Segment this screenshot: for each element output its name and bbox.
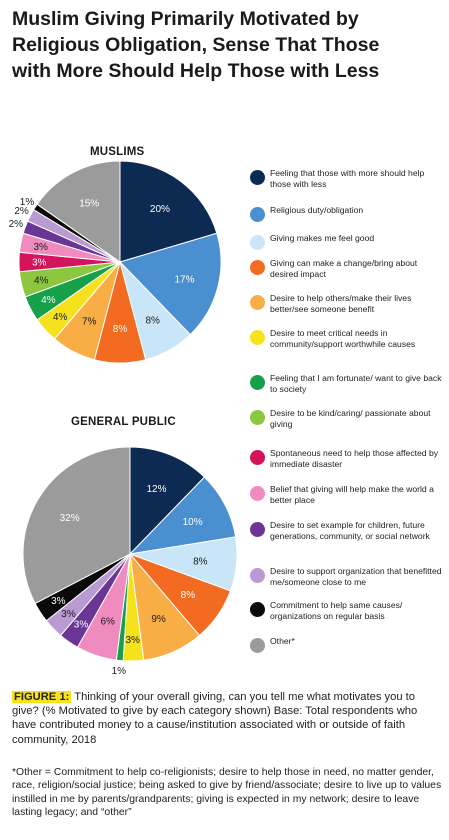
figure-caption-text: Thinking of your overall giving, can you… (12, 691, 418, 746)
legend-label: Desire to meet critical needs in communi… (270, 328, 416, 349)
public-slice-label-12: 3% (61, 609, 76, 620)
muslims-slice-label-7: 4% (41, 295, 56, 306)
legend-label: Desire to be kind/caring/ passionate abo… (270, 408, 431, 429)
public-slice-label-13: 3% (51, 596, 66, 607)
page-title: Muslim Giving Primarily Motivated by Rel… (12, 6, 440, 84)
muslims-slice-label-8: 4% (34, 276, 49, 287)
general-public-chart-title: GENERAL PUBLIC (71, 416, 176, 428)
muslims-slice-label-11: 2% (9, 219, 24, 230)
muslims-slice-label-3: 8% (145, 316, 160, 327)
muslims-slice-label-5: 7% (82, 317, 97, 328)
legend-swatch (250, 410, 265, 425)
title-line-2: Religious Obligation, Sense That Those (12, 34, 380, 56)
legend-swatch (250, 260, 265, 275)
legend-label: Feeling that I am fortunate/ want to giv… (270, 373, 442, 394)
public-slice-label-6: 3% (125, 635, 140, 646)
legend-swatch (250, 375, 265, 390)
legend-swatch (250, 170, 265, 185)
legend-swatch (250, 602, 265, 617)
legend-label: Commitment to help same causes/ organiza… (270, 600, 403, 621)
public-slice-label-4: 8% (181, 590, 196, 601)
legend-label: Belief that giving will help make the wo… (270, 484, 434, 505)
muslims-slice-label-10: 3% (33, 242, 48, 253)
public-slice-label-5: 9% (151, 614, 166, 625)
legend-label: Desire to support organization that bene… (270, 566, 442, 587)
public-slice-label-1: 12% (146, 484, 166, 495)
muslims-slice-label-9: 3% (32, 258, 47, 269)
muslims-slice-1 (119, 160, 218, 263)
legend-swatch (250, 638, 265, 653)
legend-label: Feeling that those with more should help… (270, 168, 425, 189)
figure-label: FIGURE 1: (12, 691, 72, 703)
muslims-slice-label-4: 8% (113, 324, 128, 335)
legend-label: Desire to help others/make their lives b… (270, 293, 412, 314)
title-line-3: with More Should Help Those with Less (12, 60, 380, 82)
muslims-slice-label-6: 4% (53, 312, 68, 323)
public-slice-label-2: 10% (183, 517, 203, 528)
muslims-chart-title: MUSLIMS (90, 146, 145, 158)
footnote: *Other = Commitment to help co-religioni… (12, 767, 442, 819)
figure-caption: FIGURE 1: Thinking of your overall givin… (12, 690, 440, 747)
public-slice-label-7: 1% (112, 666, 127, 677)
public-slice-label-11: 3% (74, 620, 89, 631)
public-slice-label-14: 32% (60, 513, 80, 524)
muslims-slice-14 (36, 160, 121, 263)
legend-label: Giving can make a change/bring about des… (270, 258, 418, 279)
legend-label: Desire to set example for children, futu… (270, 520, 430, 541)
muslims-slice-label-13: 1% (20, 197, 35, 208)
legend-label: Spontaneous need to help those affected … (270, 448, 439, 469)
legend-swatch (250, 450, 265, 465)
legend-swatch (250, 486, 265, 501)
public-slice-1 (129, 446, 206, 556)
public-slice-label-10: 6% (100, 617, 115, 628)
legend-swatch (250, 568, 265, 583)
legend-label: Other* (270, 636, 295, 646)
legend-swatch (250, 235, 265, 250)
title-line-1: Muslim Giving Primarily Motivated by (12, 8, 359, 30)
legend-label: Religious duty/obligation (270, 205, 364, 215)
legend-swatch (250, 330, 265, 345)
legend-swatch (250, 207, 265, 222)
muslims-slice-2 (119, 232, 222, 336)
muslims-slice-label-12: 2% (14, 206, 29, 217)
muslims-slice-label-14: 15% (79, 198, 99, 209)
legend-label: Giving makes me feel good (270, 233, 375, 243)
public-slice-14 (22, 446, 131, 605)
muslims-slice-label-2: 17% (174, 274, 194, 285)
legend-swatch (250, 522, 265, 537)
public-slice-label-3: 8% (193, 556, 208, 567)
legend-swatch (250, 295, 265, 310)
muslims-slice-label-1: 20% (150, 204, 170, 215)
